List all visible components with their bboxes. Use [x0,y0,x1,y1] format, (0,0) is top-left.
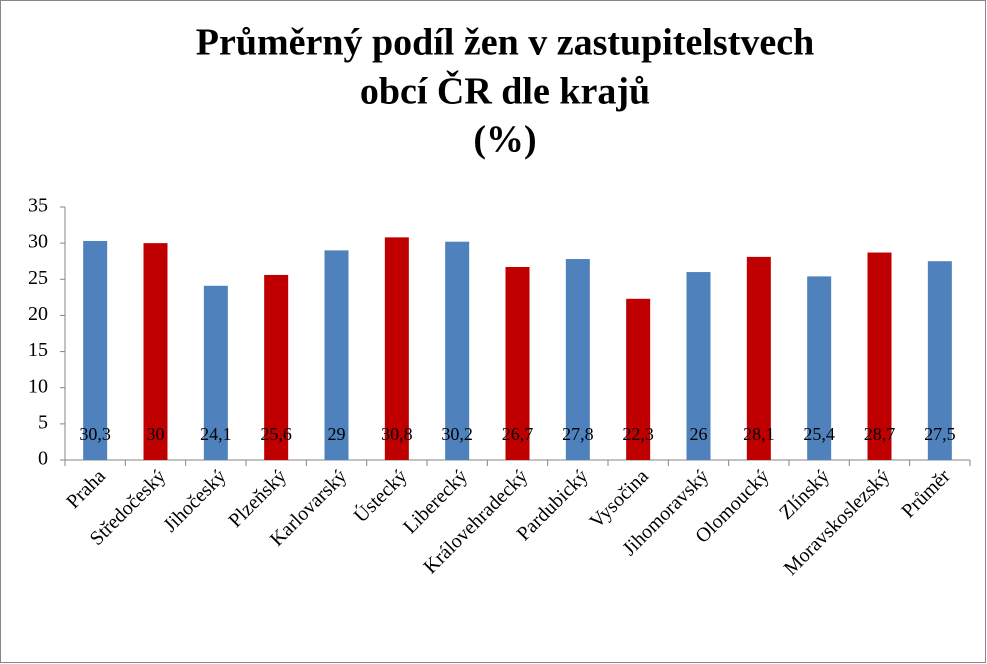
value-label: 27,5 [924,424,956,444]
value-label: 29 [328,424,346,444]
bar [264,274,289,460]
bar [83,240,108,460]
y-tick-label: 25 [28,267,48,289]
value-label: 28,7 [864,424,896,444]
bar [505,266,530,460]
bar [626,298,651,460]
value-label: 25,6 [260,424,292,444]
bar [203,285,228,460]
bar [445,241,470,460]
value-label: 24,1 [200,424,232,444]
bar [143,243,168,460]
value-label: 30,2 [441,424,473,444]
value-label: 26,7 [502,424,534,444]
bar [384,237,409,460]
y-tick-label: 20 [28,303,48,325]
y-tick-label: 30 [28,231,48,253]
y-tick-label: 15 [28,339,48,361]
y-tick-label: 0 [38,448,48,470]
bar [686,272,711,460]
bar [324,250,349,460]
value-label: 30,8 [381,424,413,444]
y-tick-label: 10 [28,375,48,397]
value-label: 25,4 [803,424,835,444]
bar [927,261,952,460]
chart-title: Průměrný podíl žen v zastupitelstvech [196,22,815,64]
bar [565,259,590,460]
value-label: 28,1 [743,424,775,444]
value-label: 26 [690,424,708,444]
chart-title: (%) [473,119,536,161]
y-tick-label: 35 [28,195,48,217]
bar [746,256,771,460]
chart-title: obcí ČR dle krajů [360,70,650,113]
bar [807,276,832,460]
value-label: 30,3 [79,424,111,444]
value-label: 27,8 [562,424,594,444]
value-label: 22,3 [622,424,654,444]
bar [867,252,892,460]
value-label: 30 [147,424,165,444]
y-tick-label: 5 [38,411,48,433]
